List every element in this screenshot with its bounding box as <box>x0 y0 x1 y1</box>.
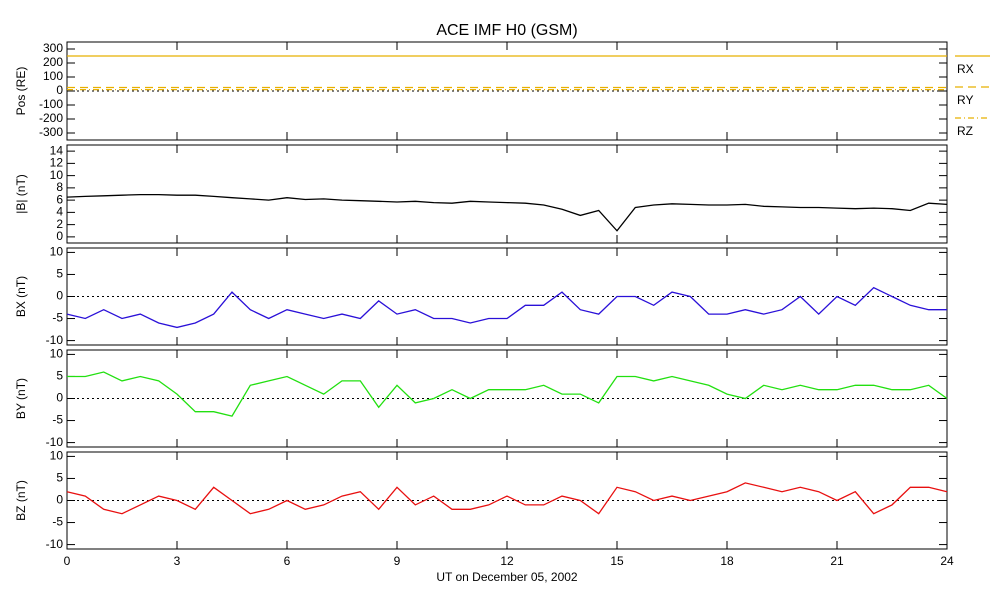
y-tick-label: 8 <box>56 180 63 194</box>
x-tick-label: 21 <box>830 554 844 568</box>
y-tick-label: -200 <box>39 111 63 125</box>
y-tick-label: 5 <box>56 369 63 383</box>
y-tick-label: 0 <box>56 493 63 507</box>
y-tick-label: 300 <box>43 41 63 55</box>
y-tick-label: 10 <box>50 168 64 182</box>
y-tick-label: 0 <box>56 229 63 243</box>
y-tick-label: 12 <box>50 156 64 170</box>
y-tick-label: 4 <box>56 205 63 219</box>
y-axis-label: BX (nT) <box>14 276 28 317</box>
y-tick-label: 2 <box>56 217 63 231</box>
y-tick-label: -10 <box>46 333 64 347</box>
series-line <box>67 371 948 417</box>
y-tick-label: -5 <box>52 515 63 529</box>
y-tick-label: 0 <box>56 83 63 97</box>
y-axis-label: Pos (RE) <box>14 67 28 116</box>
x-axis-label: UT on December 05, 2002 <box>436 570 578 584</box>
legend-label: RZ <box>957 124 973 138</box>
x-tick-label: 3 <box>174 554 181 568</box>
y-axis-label: BY (nT) <box>14 378 28 419</box>
legend-label: RY <box>957 93 973 107</box>
series-line <box>66 482 948 515</box>
y-axis-label: |B| (nT) <box>14 174 28 214</box>
y-tick-label: 5 <box>56 471 63 485</box>
x-tick-label: 12 <box>500 554 514 568</box>
x-tick-label: 9 <box>394 554 401 568</box>
y-tick-label: 6 <box>56 192 63 206</box>
y-tick-label: 14 <box>50 143 64 157</box>
x-tick-label: 0 <box>64 554 71 568</box>
y-tick-label: -5 <box>52 413 63 427</box>
x-tick-label: 15 <box>610 554 624 568</box>
y-tick-label: -10 <box>46 537 64 551</box>
series-line <box>66 286 947 329</box>
y-tick-label: 10 <box>50 245 64 259</box>
series-line <box>66 193 948 232</box>
y-tick-label: 5 <box>56 267 63 281</box>
y-tick-label: 0 <box>56 289 63 303</box>
panel-frame <box>66 144 948 244</box>
y-tick-label: -10 <box>46 435 64 449</box>
y-tick-label: 0 <box>56 391 63 405</box>
x-tick-label: 18 <box>720 554 734 568</box>
y-tick-label: -100 <box>39 97 63 111</box>
legend-label: RX <box>957 62 974 76</box>
y-tick-label: -300 <box>39 125 63 139</box>
y-tick-label: 100 <box>43 69 63 83</box>
x-tick-label: 24 <box>940 554 954 568</box>
y-tick-label: 10 <box>50 449 64 463</box>
y-tick-label: 200 <box>43 55 63 69</box>
chart-title: ACE IMF H0 (GSM) <box>436 22 577 39</box>
y-tick-label: -5 <box>52 311 63 325</box>
y-tick-label: 10 <box>50 347 64 361</box>
x-tick-label: 6 <box>284 554 291 568</box>
y-axis-label: BZ (nT) <box>14 480 28 521</box>
